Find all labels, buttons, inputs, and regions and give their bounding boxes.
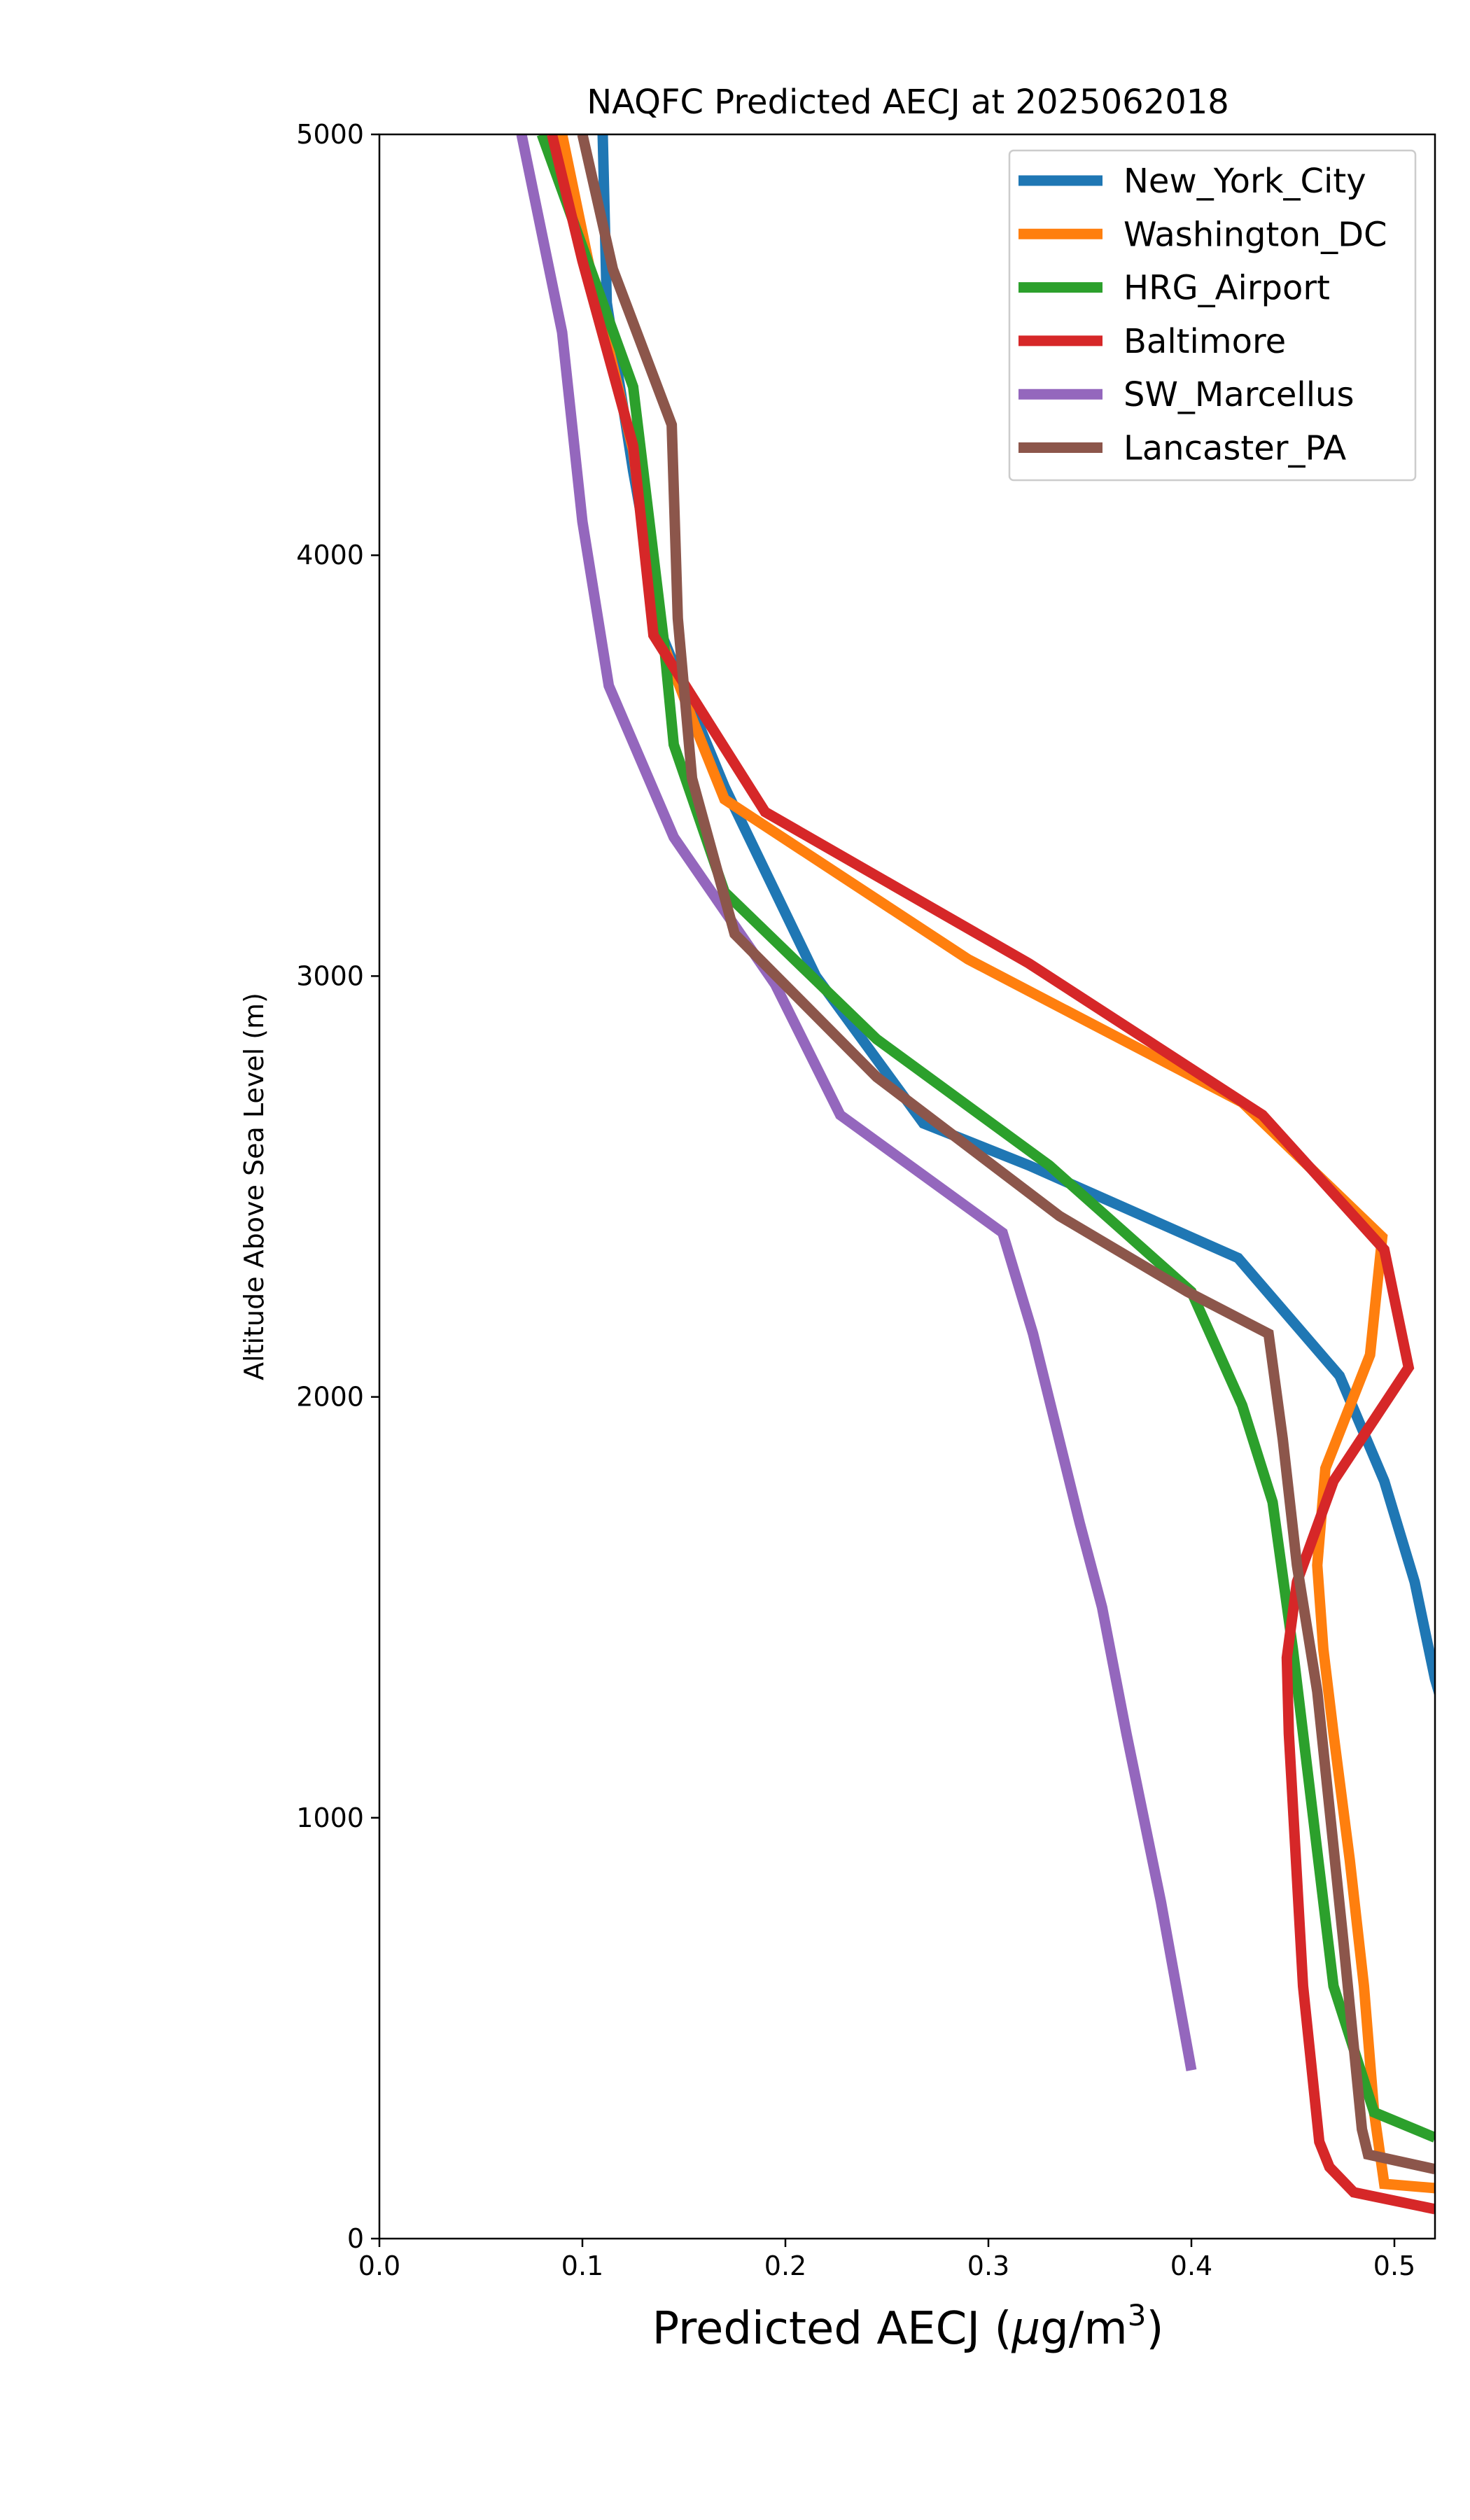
x-tick-label: 0.2 [764,2250,806,2281]
series-line-SW_Marcellus [516,134,1197,2071]
legend-label-SW_Marcellus: SW_Marcellus [1124,375,1354,414]
x-tick-label: 0.0 [358,2250,400,2281]
legend-label-Washington_DC: Washington_DC [1124,215,1387,254]
x-axis-label-unit: g/m [1040,2303,1128,2355]
x-axis-label-sup: 3 [1128,2298,1147,2332]
series-line-Baltimore [547,134,1435,2215]
y-axis-ticks: 0 1000 2000 3000 4000 5000 [296,119,379,2254]
series-lines [516,134,1435,2215]
x-tick-label: 0.4 [1170,2250,1212,2281]
plot-frame [378,133,1436,2240]
y-tick-label: 2000 [296,1382,364,1413]
x-tick-label: 0.1 [561,2250,603,2281]
x-axis-ticks: 0.0 0.1 0.2 0.3 0.4 0.5 [358,2239,1415,2281]
series-line-Lancaster_PA [577,134,1435,2175]
chart-title: NAQFC Predicted AECJ at 2025062018 [587,83,1229,122]
x-axis-label-mu: μ [1011,2303,1040,2355]
y-tick-label: 1000 [296,1802,364,1833]
legend-items: New_York_City Washington_DC HRG_Airport Bal… [1018,162,1387,468]
legend-label-HRG_Airport: HRG_Airport [1124,269,1330,308]
legend-label-Baltimore: Baltimore [1124,322,1286,361]
legend: New_York_City Washington_DC HRG_Airport Bal… [1008,149,1417,482]
y-tick-label: 0 [347,2223,364,2254]
legend-label-New_York_City: New_York_City [1124,162,1366,201]
legend-frame [1008,149,1417,482]
x-axis-label: Predicted AECJ (μg/m3) [652,2298,1164,2355]
y-tick-label: 3000 [296,960,364,991]
legend-label-Lancaster_PA: Lancaster_PA [1124,429,1346,468]
y-tick-label: 5000 [296,119,364,150]
x-axis-label-close: ) [1146,2303,1163,2355]
x-axis-label-main: Predicted AECJ ( [652,2303,1012,2355]
x-tick-label: 0.5 [1373,2250,1415,2281]
y-tick-label: 4000 [296,540,364,570]
x-tick-label: 0.3 [967,2250,1009,2281]
y-axis-label: Altitude Above Sea Level (m) [239,993,270,1380]
